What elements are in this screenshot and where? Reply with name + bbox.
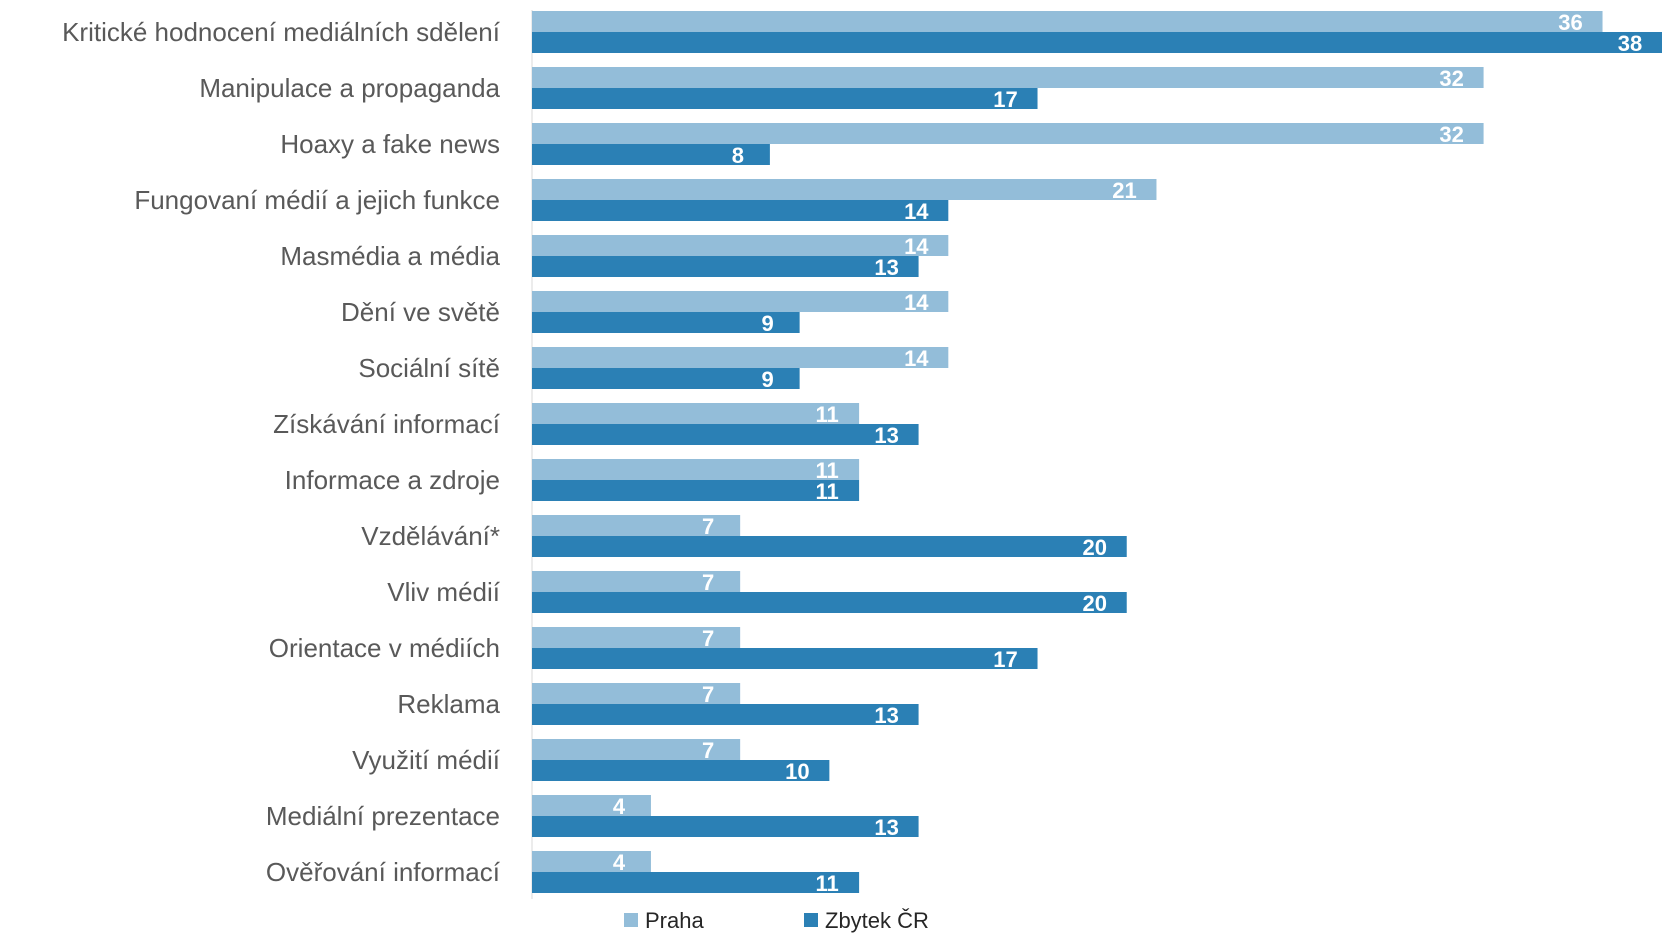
bar-praha <box>532 851 651 872</box>
category-label: Masmédia a média <box>280 241 500 271</box>
data-label-praha: 36 <box>1558 10 1582 35</box>
category-label: Vzdělávání* <box>361 521 500 551</box>
category-label: Sociální sítě <box>358 353 500 383</box>
category-label: Manipulace a propaganda <box>199 73 500 103</box>
data-label-praha: 14 <box>904 346 929 371</box>
bar-zbytek-cr <box>532 816 919 837</box>
legend-item-praha: Praha <box>624 908 704 933</box>
bar-zbytek-cr <box>532 648 1038 669</box>
bar-zbytek-cr <box>532 368 800 389</box>
category-label: Orientace v médiích <box>269 633 500 663</box>
data-label-praha: 7 <box>702 682 714 707</box>
legend-swatch <box>624 913 638 927</box>
bar-zbytek-cr <box>532 32 1662 53</box>
data-label-zbytek-cr: 14 <box>904 199 929 224</box>
bar-praha <box>532 235 949 256</box>
data-label-zbytek-cr: 11 <box>815 871 838 896</box>
legend-label: Praha <box>645 908 704 933</box>
legend-label: Zbytek ČR <box>825 908 929 933</box>
data-label-praha: 32 <box>1439 66 1463 91</box>
data-label-praha: 7 <box>702 738 714 763</box>
bar-zbytek-cr <box>532 144 770 165</box>
bar-praha <box>532 571 741 592</box>
bar-praha <box>532 403 860 424</box>
bar-praha <box>532 515 741 536</box>
bar-zbytek-cr <box>532 200 949 221</box>
category-label: Informace a zdroje <box>285 465 500 495</box>
bar-praha <box>532 795 651 816</box>
data-label-zbytek-cr: 17 <box>993 87 1017 112</box>
data-label-zbytek-cr: 8 <box>732 143 744 168</box>
data-label-praha: 32 <box>1439 122 1463 147</box>
category-label: Vliv médií <box>387 577 500 607</box>
data-label-praha: 14 <box>904 290 929 315</box>
bar-zbytek-cr <box>532 480 860 501</box>
data-label-zbytek-cr: 13 <box>874 423 898 448</box>
bar-praha <box>532 683 741 704</box>
category-label: Dění ve světě <box>341 297 500 327</box>
data-label-zbytek-cr: 17 <box>993 647 1017 672</box>
data-label-praha: 11 <box>815 402 838 427</box>
bar-zbytek-cr <box>532 88 1038 109</box>
data-label-zbytek-cr: 9 <box>762 311 774 336</box>
data-label-zbytek-cr: 13 <box>874 255 898 280</box>
bar-praha <box>532 179 1157 200</box>
data-label-zbytek-cr: 38 <box>1618 31 1642 56</box>
category-label: Kritické hodnocení mediálních sdělení <box>62 17 501 47</box>
bar-zbytek-cr <box>532 872 860 893</box>
data-label-praha: 7 <box>702 570 714 595</box>
data-label-zbytek-cr: 11 <box>815 479 838 504</box>
category-label: Mediální prezentace <box>266 801 500 831</box>
data-label-zbytek-cr: 20 <box>1082 535 1106 560</box>
category-label: Získávání informací <box>273 409 501 439</box>
data-label-zbytek-cr: 20 <box>1082 591 1106 616</box>
bar-zbytek-cr <box>532 256 919 277</box>
category-label: Fungovaní médií a jejich funkce <box>134 185 500 215</box>
data-label-praha: 7 <box>702 626 714 651</box>
legend-item-zbytek-cr: Zbytek ČR <box>804 908 929 933</box>
bar-zbytek-cr <box>532 760 830 781</box>
data-label-praha: 21 <box>1112 178 1136 203</box>
data-label-zbytek-cr: 9 <box>762 367 774 392</box>
bar-praha <box>532 67 1484 88</box>
bar-zbytek-cr <box>532 592 1127 613</box>
data-label-zbytek-cr: 13 <box>874 815 898 840</box>
bar-praha <box>532 627 741 648</box>
bar-praha <box>532 739 741 760</box>
bar-praha <box>532 123 1484 144</box>
category-label: Hoaxy a fake news <box>280 129 500 159</box>
legend-swatch <box>804 913 818 927</box>
data-label-praha: 7 <box>702 514 714 539</box>
category-label: Reklama <box>397 689 500 719</box>
bar-zbytek-cr <box>532 312 800 333</box>
bar-zbytek-cr <box>532 424 919 445</box>
data-label-zbytek-cr: 13 <box>874 703 898 728</box>
category-label: Využití médií <box>352 745 501 775</box>
data-label-praha: 14 <box>904 234 929 259</box>
bar-zbytek-cr <box>532 704 919 725</box>
data-label-praha: 4 <box>613 850 626 875</box>
data-label-praha: 4 <box>613 794 626 819</box>
bar-zbytek-cr <box>532 536 1127 557</box>
bar-praha <box>532 459 860 480</box>
bar-praha <box>532 11 1603 32</box>
bar-praha <box>532 291 949 312</box>
data-label-praha: 11 <box>815 458 838 483</box>
category-label: Ověřování informací <box>266 857 501 887</box>
bar-praha <box>532 347 949 368</box>
data-label-zbytek-cr: 10 <box>785 759 809 784</box>
